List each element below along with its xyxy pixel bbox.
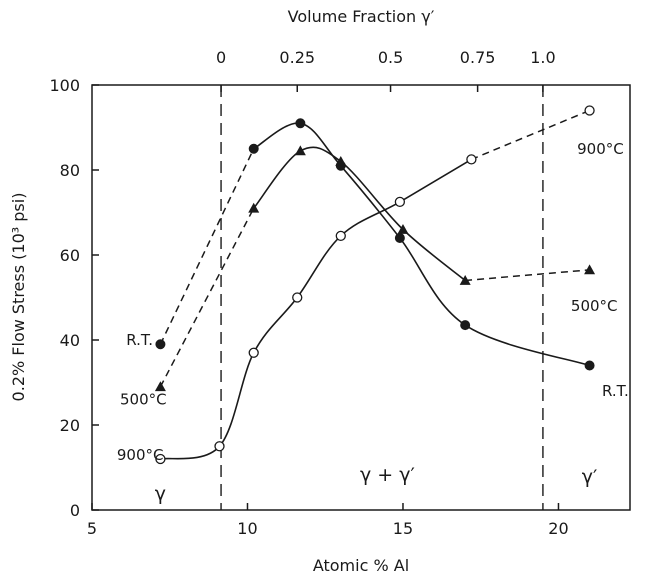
data-point-500c xyxy=(397,224,409,234)
curve-label-rt: R.T. xyxy=(126,331,153,349)
data-point-rt xyxy=(460,320,471,331)
curve-label-500c: 500°C xyxy=(120,391,167,409)
data-point-rt xyxy=(295,118,306,129)
data-point-500c xyxy=(459,275,471,285)
series-line-rt-dashed-start xyxy=(159,148,255,345)
curve-label-500c: 500°C xyxy=(571,297,618,315)
x-tick-label: 10 xyxy=(237,519,257,538)
series-line-900c-dashed-end xyxy=(471,109,590,161)
curve-label-900c: 900°C xyxy=(117,446,164,464)
top-tick-label: 1.0 xyxy=(530,48,555,67)
data-point-rt xyxy=(584,360,595,371)
top-tick-label: 0.75 xyxy=(460,48,496,67)
y-tick-label: 80 xyxy=(60,161,80,180)
curve-label-900c: 900°C xyxy=(577,140,624,158)
x-tick-label: 15 xyxy=(393,519,413,538)
data-point-900c xyxy=(155,453,166,465)
data-point-500c xyxy=(248,202,260,213)
y-tick-label: 0 xyxy=(70,501,80,520)
y-tick-label: 20 xyxy=(60,416,80,435)
top-axis-title: Volume Fraction γ′ xyxy=(288,7,435,26)
data-point-500c xyxy=(584,264,596,275)
top-tick-label: 0.25 xyxy=(279,48,315,67)
region-label: γ xyxy=(155,483,166,505)
region-label: γ + γ′ xyxy=(360,464,415,486)
series-line-rt xyxy=(253,122,590,367)
data-point-900c xyxy=(394,196,406,208)
y-axis-title: 0.2% Flow Stress (10³ psi) xyxy=(9,193,28,402)
data-point-500c xyxy=(335,156,347,166)
data-point-500c xyxy=(294,145,306,156)
data-point-rt xyxy=(155,339,166,350)
data-point-900c xyxy=(466,154,477,165)
data-point-900c xyxy=(335,230,346,242)
data-point-500c xyxy=(154,381,166,392)
region-label: γ′ xyxy=(582,466,598,488)
data-point-900c xyxy=(584,105,595,116)
x-axis-title: Atomic % Al xyxy=(313,556,409,575)
data-point-900c xyxy=(214,441,225,452)
series-line-900c xyxy=(160,158,472,460)
x-tick-label: 5 xyxy=(87,519,97,538)
plot-frame xyxy=(91,84,631,511)
y-tick-label: 100 xyxy=(49,76,80,95)
y-tick-label: 60 xyxy=(60,246,80,265)
series-line-500c-dashed-end xyxy=(465,269,590,282)
data-point-rt xyxy=(248,143,259,154)
data-point-900c xyxy=(292,292,303,303)
data-point-rt xyxy=(394,233,405,243)
top-tick-label: 0.5 xyxy=(378,48,403,67)
y-tick-label: 40 xyxy=(60,331,80,350)
series-line-500c-dashed-start xyxy=(159,207,255,388)
series-line-500c xyxy=(253,146,466,282)
x-tick-label: 20 xyxy=(548,519,568,538)
curve-label-rt: R.T. xyxy=(602,382,629,400)
data-point-900c xyxy=(248,347,259,358)
top-tick-label: 0 xyxy=(216,48,226,67)
